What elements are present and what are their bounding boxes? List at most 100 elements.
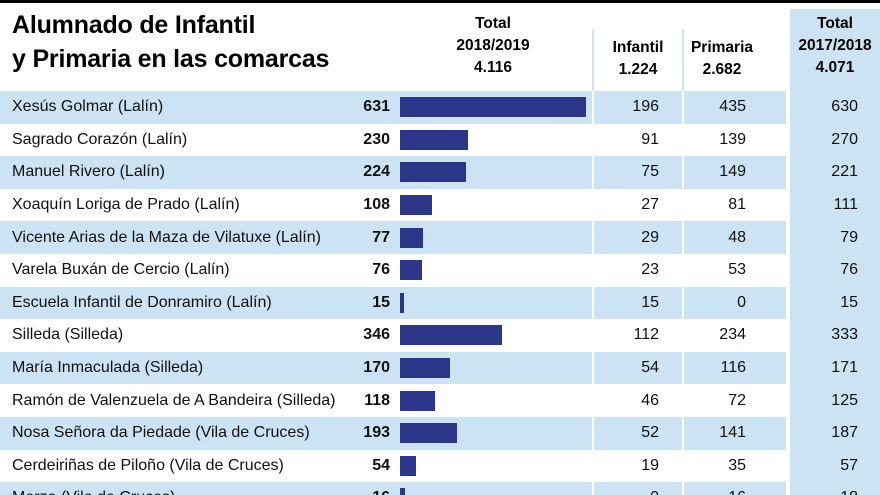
- column-header-total-2017-2018-value: 4.071: [815, 59, 855, 76]
- total-2017-2018-value: 630: [786, 91, 880, 124]
- primaria-value: 116: [682, 351, 786, 385]
- primaria-value: 16: [682, 482, 786, 495]
- total-2018-2019-value: 224: [363, 163, 390, 181]
- column-header-infantil: Infantil 1.224: [592, 29, 682, 91]
- column-header-total-2018-2019-label1: Total: [475, 15, 511, 32]
- title-line1: Alumnado de Infantil: [12, 11, 256, 39]
- school-name-label: Sagrado Corazón (Lalín): [12, 130, 188, 148]
- school-name-label: Vicente Arias de la Maza de Vilatuxe (La…: [12, 228, 321, 246]
- total-2017-2018-value: 18: [786, 482, 880, 495]
- school-name-label: Silleda (Silleda): [12, 326, 124, 344]
- infantil-value: 27: [592, 188, 682, 222]
- column-header-total-2017-2018-label1: Total: [817, 15, 853, 32]
- total-2018-2019-value: 54: [372, 456, 390, 474]
- table-row: Cerdeiriñas de Piloño (Vila de Cruces) 5…: [0, 449, 880, 483]
- table-row: Sagrado Corazón (Lalín) 230 91 139 270: [0, 123, 880, 157]
- total-2017-2018-value: 171: [786, 351, 880, 385]
- school-name-label: Xesús Golmar (Lalín): [12, 98, 164, 116]
- school-name-label: Escuela Infantil de Donramiro (Lalín): [12, 293, 272, 311]
- infantil-value: 0: [592, 482, 682, 495]
- table-row: Xoaquín Loriga de Prado (Lalín) 108 27 8…: [0, 188, 880, 222]
- total-2017-2018-value: 187: [786, 416, 880, 450]
- primaria-value: 72: [682, 384, 786, 417]
- column-header-total-2018-2019-value: 4.116: [474, 59, 512, 76]
- column-header-total-2018-2019: Total 2018/2019 4.116: [428, 13, 558, 79]
- total-2017-2018-value: 111: [786, 188, 880, 222]
- infantil-value: 196: [592, 91, 682, 124]
- school-name-label: Xoaquín Loriga de Prado (Lalín): [12, 196, 240, 214]
- total-2017-2018-value: 79: [786, 221, 880, 254]
- primaria-value: 81: [682, 188, 786, 222]
- total-2018-2019-value: 631: [363, 98, 390, 116]
- table-row: Nosa Señora da Piedade (Vila de Cruces) …: [0, 416, 880, 450]
- school-name-label: Manuel Rivero (Lalín): [12, 163, 165, 181]
- total-2018-2019-value: 118: [364, 391, 390, 409]
- total-2017-2018-value: 221: [786, 156, 880, 189]
- table-row: Merza (Vila de Cruces) 16 0 16 18: [0, 482, 880, 495]
- total-bar: [400, 292, 404, 313]
- column-header-infantil-value: 1.224: [618, 61, 658, 78]
- primaria-value: 435: [682, 91, 786, 124]
- infantil-value: 75: [592, 156, 682, 189]
- table-row: Silleda (Silleda) 346 112 234 333: [0, 319, 880, 352]
- column-header-total-2017-2018: Total 2017/2018 4.071: [790, 9, 880, 91]
- table-row: Ramón de Valenzuela de A Bandeira (Sille…: [0, 384, 880, 417]
- total-bar: [400, 423, 457, 444]
- title-line2: y Primaria en las comarcas: [12, 45, 330, 73]
- total-2018-2019-value: 108: [363, 196, 390, 214]
- total-2017-2018-value: 333: [786, 319, 880, 352]
- infantil-value: 29: [592, 221, 682, 254]
- total-bar: [400, 325, 502, 346]
- total-2018-2019-value: 15: [372, 293, 390, 311]
- infantil-value: 15: [592, 286, 682, 320]
- infantil-value: 23: [592, 253, 682, 287]
- total-2017-2018-value: 15: [786, 286, 880, 320]
- school-name-label: María Inmaculada (Silleda): [12, 359, 204, 377]
- total-2018-2019-value: 230: [363, 130, 390, 148]
- total-bar: [400, 162, 466, 183]
- total-bar: [400, 195, 432, 216]
- column-header-primaria-label: Primaria: [690, 39, 754, 56]
- primaria-value: 141: [682, 416, 786, 450]
- total-bar: [400, 488, 405, 495]
- table-row: Manuel Rivero (Lalín) 224 75 149 221: [0, 156, 880, 189]
- total-2017-2018-value: 125: [786, 384, 880, 417]
- total-bar: [400, 390, 435, 411]
- total-2017-2018-value: 76: [786, 253, 880, 287]
- total-2018-2019-value: 346: [363, 326, 390, 344]
- total-2018-2019-value: 193: [363, 424, 390, 442]
- total-2017-2018-value: 57: [786, 449, 880, 483]
- primaria-value: 139: [682, 123, 786, 157]
- primaria-value: 149: [682, 156, 786, 189]
- infantil-value: 112: [592, 319, 682, 352]
- page-title: Alumnado de Infantil y Primaria en las c…: [12, 8, 329, 76]
- total-2018-2019-value: 16: [330, 482, 390, 495]
- table-row: Varela Buxán de Cercio (Lalín) 76 23 53 …: [0, 253, 880, 287]
- total-bar: [400, 455, 416, 476]
- total-2018-2019-value: 77: [372, 228, 390, 246]
- total-2018-2019-value: 170: [363, 359, 390, 377]
- column-header-total-2018-2019-label2: 2018/2019: [456, 37, 530, 54]
- total-bar: [400, 227, 423, 248]
- primaria-value: 0: [682, 286, 786, 320]
- column-header-primaria: Primaria 2.682: [682, 29, 786, 91]
- total-bar: [400, 97, 586, 118]
- primaria-value: 35: [682, 449, 786, 483]
- school-name-label: Ramón de Valenzuela de A Bandeira (Sille…: [12, 391, 336, 409]
- primaria-value: 234: [682, 319, 786, 352]
- school-name-label: Nosa Señora da Piedade (Vila de Cruces): [12, 424, 310, 442]
- school-name-label: Cerdeiriñas de Piloño (Vila de Cruces): [12, 456, 284, 474]
- total-2018-2019-value: 76: [372, 261, 390, 279]
- infantil-value: 19: [592, 449, 682, 483]
- infantil-value: 91: [592, 123, 682, 157]
- primaria-value: 48: [682, 221, 786, 254]
- column-header-infantil-label: Infantil: [612, 39, 664, 56]
- total-2017-2018-value: 270: [786, 123, 880, 157]
- total-bar: [400, 260, 422, 281]
- table-row: María Inmaculada (Silleda) 170 54 116 17…: [0, 351, 880, 385]
- infantil-value: 52: [592, 416, 682, 450]
- infantil-value: 54: [592, 351, 682, 385]
- table-row: Vicente Arias de la Maza de Vilatuxe (La…: [0, 221, 880, 254]
- infantil-value: 46: [592, 384, 682, 417]
